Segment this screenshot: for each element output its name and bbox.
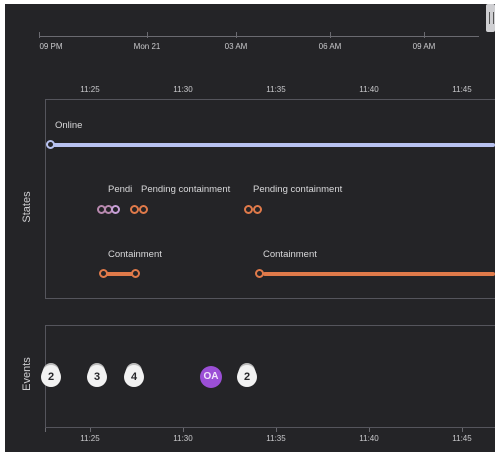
online-start-node[interactable] [46, 140, 55, 149]
states-panel [45, 99, 495, 299]
time-label: 11:30 [173, 85, 193, 94]
bottom-tick [462, 428, 463, 432]
time-label: 11:40 [359, 434, 379, 443]
overview-tick [147, 32, 148, 38]
time-label: 11:45 [452, 85, 472, 94]
overview-tick [236, 32, 237, 38]
overview-label: Mon 21 [133, 42, 161, 51]
pending-node[interactable] [244, 205, 253, 214]
containment-node[interactable] [255, 269, 264, 278]
pending-label: Pendi [108, 184, 133, 195]
overview-tick [39, 32, 40, 38]
bottom-tick [45, 428, 46, 432]
timeline-view: 09 PM Mon 21 03 AM 06 AM 09 AM 11:25 11:… [5, 4, 495, 452]
states-title: States [21, 191, 33, 223]
events-panel [45, 325, 495, 428]
overview-label: 09 PM [39, 42, 63, 51]
containment-label: Containment [108, 249, 162, 260]
pending-node[interactable] [139, 205, 148, 214]
online-bar[interactable] [51, 143, 495, 147]
pending-node[interactable] [111, 205, 120, 214]
time-label: 11:30 [173, 434, 193, 443]
range-handle[interactable] [486, 4, 495, 32]
event-cluster[interactable]: 3 [87, 367, 107, 387]
event-cluster[interactable]: 4 [124, 367, 144, 387]
pending-node[interactable] [253, 205, 262, 214]
overview-label: 03 AM [224, 42, 248, 51]
overview-tick [330, 32, 331, 38]
event-oa[interactable]: OA [200, 366, 222, 388]
pending-label: Pending containment [141, 184, 231, 195]
overview-label: 06 AM [318, 42, 342, 51]
online-label: Online [55, 120, 83, 131]
containment-bar[interactable] [263, 272, 495, 276]
time-label: 11:35 [266, 434, 286, 443]
containment-bar[interactable] [105, 272, 135, 276]
containment-node[interactable] [99, 269, 108, 278]
overview-label: 09 AM [412, 42, 436, 51]
bottom-tick [183, 428, 184, 432]
time-label: 11:25 [80, 434, 100, 443]
overview-tick [424, 32, 425, 38]
pending-node[interactable] [130, 205, 139, 214]
containment-label: Containment [263, 249, 317, 260]
time-label: 11:40 [359, 85, 379, 94]
pending-label: Pending containment [253, 184, 343, 195]
bottom-tick [369, 428, 370, 432]
time-label: 11:25 [80, 85, 100, 94]
events-title: Events [21, 357, 33, 391]
event-cluster[interactable]: 2 [237, 367, 257, 387]
bottom-tick [276, 428, 277, 432]
containment-node[interactable] [131, 269, 140, 278]
overview-axis-line [39, 36, 479, 37]
event-cluster[interactable]: 2 [41, 367, 61, 387]
bottom-tick [90, 428, 91, 432]
time-label: 11:45 [452, 434, 472, 443]
time-label: 11:35 [266, 85, 286, 94]
